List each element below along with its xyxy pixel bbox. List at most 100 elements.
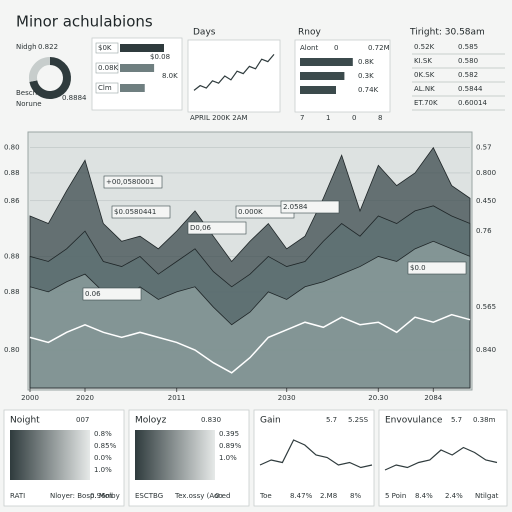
annotation: 2.0584 (283, 203, 308, 211)
label: Moloyz (135, 416, 167, 426)
y-tick-label: 0.88 (4, 169, 20, 177)
label-box (95, 82, 119, 94)
label: 0.5844 (458, 85, 483, 93)
label: $0K (98, 44, 112, 52)
bar (120, 44, 164, 52)
donut-segment (29, 57, 51, 82)
y2-tick-label: 0.76 (476, 227, 492, 235)
panel (253, 409, 375, 507)
label: 0.ed (215, 492, 230, 500)
label: 0.72M (368, 44, 390, 52)
label: 0.395 (219, 430, 239, 438)
label: 0.08K (98, 64, 119, 72)
label: Rnoy (298, 28, 321, 38)
y2-tick-label: 0.57 (476, 144, 492, 152)
label: Nidgh (16, 43, 37, 51)
label: Tex.ossy (Aon (174, 492, 223, 500)
label: ET.70K (414, 99, 438, 107)
label: Days (193, 28, 216, 38)
donut-segment (29, 57, 71, 99)
y2-tick-label: 0.840 (476, 346, 496, 354)
sparkline (193, 54, 275, 91)
y-tick-label: 0.88 (4, 252, 20, 260)
sparkline (259, 439, 373, 469)
annotation: 0.000K (238, 208, 263, 216)
label: KI.SK (414, 57, 432, 65)
label: AL.NK (414, 85, 435, 93)
label: Gain (260, 416, 281, 426)
label: 1.0% (94, 466, 112, 474)
label: 0K.SK (414, 71, 435, 79)
label: 0.8K (358, 58, 374, 66)
panel (378, 409, 508, 507)
label: 2.4% (445, 492, 463, 500)
label: 7 (300, 114, 304, 122)
x-tick-label: 2020 (76, 394, 94, 402)
label: Tiright: 30.58am (409, 28, 485, 38)
annotation: $0.0580441 (114, 208, 156, 216)
gradient-block (10, 430, 90, 480)
annotation-box (82, 287, 142, 301)
label: 5.2SS (348, 416, 369, 424)
label: 1 (326, 114, 330, 122)
x-tick-label: 2011 (168, 394, 186, 402)
label: 8.4% (415, 492, 433, 500)
y-tick-label: 0.80 (4, 346, 20, 354)
label: Noight (10, 416, 40, 426)
label: 0.52K (414, 43, 435, 51)
label: Toe (259, 492, 272, 500)
label: Envovulance (385, 416, 443, 426)
label: 5 Poin (385, 492, 406, 500)
label: 8.47% (290, 492, 313, 500)
y-tick-label: 0.80 (4, 144, 20, 152)
label: 8% (350, 492, 361, 500)
label: 5.7 (451, 416, 462, 424)
x-tick-label: 2030 (278, 394, 296, 402)
annotation-box (111, 205, 171, 219)
label: 0.74K (358, 86, 379, 94)
annotation: 0.06 (85, 290, 101, 298)
label: 007 (76, 416, 89, 424)
label: 0.60014 (458, 99, 487, 107)
label: 0.89% (219, 442, 242, 450)
bar (300, 86, 336, 94)
label: Nloyer: Bosp. Molby (50, 492, 120, 500)
label: 0.0% (94, 454, 112, 462)
label: 0 (334, 44, 338, 52)
bar (120, 84, 145, 92)
label: 0.85% (94, 442, 117, 450)
label: 0.830 (201, 416, 221, 424)
label: 5.7 (326, 416, 337, 424)
label: 0.3K (358, 72, 374, 80)
label: Besch (16, 89, 37, 97)
x-tick-label: 2000 (21, 394, 39, 402)
label: 0 (352, 114, 356, 122)
label: Alont (300, 44, 318, 52)
annotation-box (280, 200, 340, 214)
label: 0.580 (458, 57, 478, 65)
label: Norune (16, 100, 42, 108)
bar (120, 64, 155, 72)
x-tick-label: 2084 (424, 394, 442, 402)
annotation-box (407, 261, 467, 275)
label: 1.0% (219, 454, 237, 462)
label: APRIL 200K 2AM (190, 114, 248, 122)
label: 8 (378, 114, 382, 122)
annotation: D0,06 (190, 224, 212, 232)
label-box (95, 62, 119, 74)
label: RATI (10, 492, 25, 500)
label: 0.822 (38, 43, 58, 51)
label-box (95, 42, 119, 54)
label: 8.0K (162, 72, 178, 80)
bar (300, 58, 353, 66)
y2-tick-label: 0.565 (476, 303, 496, 311)
label: 0.38m (473, 416, 496, 424)
y2-tick-label: 0.800 (476, 169, 496, 177)
y-tick-label: 0.88 (4, 288, 20, 296)
bar (300, 72, 345, 80)
label: Ntilgat (475, 492, 499, 500)
annotation-box (103, 175, 163, 189)
label: $0.08 (150, 53, 170, 61)
